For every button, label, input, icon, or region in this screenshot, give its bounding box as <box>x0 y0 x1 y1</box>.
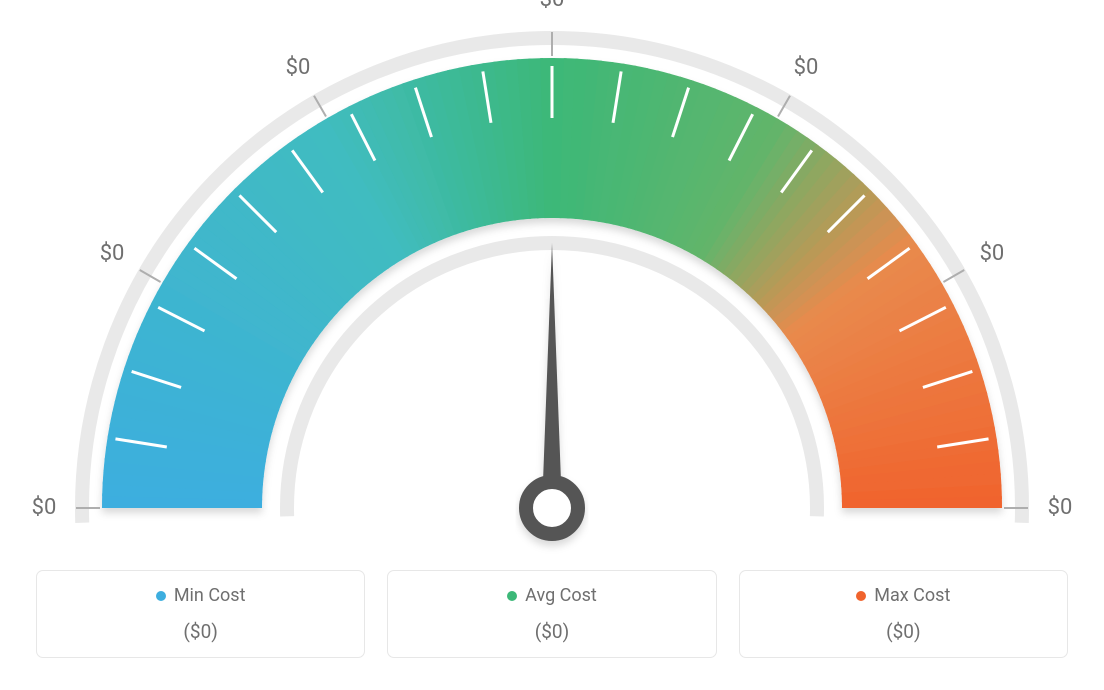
legend-avg: Avg Cost ($0) <box>387 570 716 658</box>
svg-text:$0: $0 <box>100 241 125 266</box>
svg-text:$0: $0 <box>540 0 565 12</box>
svg-text:$0: $0 <box>286 55 311 80</box>
gauge-container: $0 $0 $0 $0 $0 $0 $0 <box>0 0 1104 560</box>
svg-text:$0: $0 <box>794 55 819 80</box>
gauge-chart: $0 $0 $0 $0 $0 $0 $0 <box>0 0 1104 560</box>
legend-min-value: ($0) <box>43 620 358 643</box>
legend-min-dot <box>156 591 166 601</box>
legend-min: Min Cost ($0) <box>36 570 365 658</box>
legend-min-title: Min Cost <box>156 585 246 606</box>
legend-avg-value: ($0) <box>394 620 709 643</box>
legend-avg-title: Avg Cost <box>507 585 597 606</box>
svg-text:$0: $0 <box>32 495 57 520</box>
legend-max-title: Max Cost <box>856 585 950 606</box>
legend-avg-label: Avg Cost <box>525 585 597 606</box>
legend-max-label: Max Cost <box>874 585 950 606</box>
svg-text:$0: $0 <box>980 241 1005 266</box>
legend-min-label: Min Cost <box>174 585 246 606</box>
legend-avg-dot <box>507 591 517 601</box>
legend-row: Min Cost ($0) Avg Cost ($0) Max Cost ($0… <box>0 560 1104 658</box>
legend-max: Max Cost ($0) <box>739 570 1068 658</box>
legend-max-value: ($0) <box>746 620 1061 643</box>
legend-max-dot <box>856 591 866 601</box>
svg-text:$0: $0 <box>1048 495 1073 520</box>
